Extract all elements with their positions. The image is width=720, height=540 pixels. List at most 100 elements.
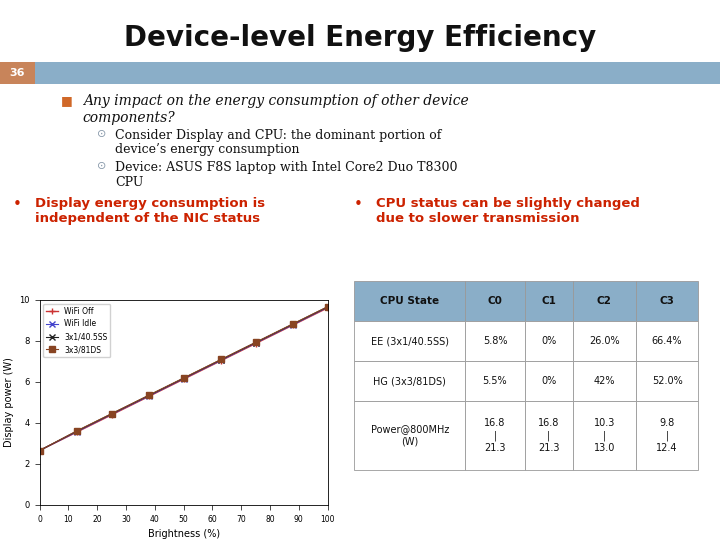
Bar [465, 321, 525, 361]
Text: EE (3x1/40.5SS): EE (3x1/40.5SS) [371, 336, 449, 346]
3x3/81DS [73, 428, 81, 434]
Bar [354, 321, 465, 361]
Text: 52.0%: 52.0% [652, 376, 683, 386]
Text: C1: C1 [541, 296, 556, 306]
Text: 10.3
|
13.0: 10.3 | 13.0 [594, 418, 615, 454]
Text: 5.8%: 5.8% [482, 336, 507, 346]
WiFi Off [35, 447, 44, 454]
Text: ⊙: ⊙ [97, 161, 107, 171]
Bar [573, 361, 636, 401]
3x3/81DS [289, 321, 297, 327]
WiFi Off [323, 305, 332, 311]
Text: independent of the NIC status: independent of the NIC status [35, 212, 260, 225]
WiFi Idle [179, 375, 188, 382]
3x3/81DS [145, 392, 153, 399]
Bar [354, 361, 465, 401]
Bar [573, 321, 636, 361]
Bar [525, 281, 573, 321]
Text: CPU State: CPU State [380, 296, 439, 306]
Text: Device-level Energy Efficiency: Device-level Energy Efficiency [124, 24, 596, 52]
Line: WiFi Off: WiFi Off [36, 305, 331, 454]
Text: 16.8
|
21.3: 16.8 | 21.3 [485, 418, 505, 454]
X-axis label: Brightness (%): Brightness (%) [148, 529, 220, 539]
Text: Power@800MHz
(W): Power@800MHz (W) [371, 424, 449, 447]
3x1/40.5SS [145, 392, 153, 399]
Text: CPU: CPU [115, 176, 143, 188]
Text: 9.8
|
12.4: 9.8 | 12.4 [657, 418, 678, 454]
WiFi Off [107, 411, 116, 418]
Text: 42%: 42% [593, 376, 615, 386]
WiFi Idle [251, 340, 260, 346]
Bar [465, 401, 525, 470]
Text: components?: components? [83, 111, 176, 125]
WiFi Idle [35, 447, 44, 454]
3x1/40.5SS [323, 303, 332, 310]
3x1/40.5SS [35, 447, 44, 454]
WiFi Idle [217, 357, 225, 363]
Text: 16.8
|
21.3: 16.8 | 21.3 [538, 418, 559, 454]
Text: Any impact on the energy consumption of other device: Any impact on the energy consumption of … [83, 94, 469, 109]
Text: •: • [354, 197, 363, 212]
Bar [354, 281, 465, 321]
3x1/40.5SS [217, 356, 225, 363]
Text: device’s energy consumption: device’s energy consumption [115, 143, 300, 156]
Text: Display energy consumption is: Display energy consumption is [35, 197, 265, 210]
WiFi Idle [107, 411, 116, 417]
Bar [636, 281, 698, 321]
Text: •: • [13, 197, 22, 212]
Text: 5.5%: 5.5% [482, 376, 508, 386]
Bar [525, 401, 573, 470]
Text: ■: ■ [61, 94, 73, 107]
Bar [636, 361, 698, 401]
3x1/40.5SS [73, 428, 81, 434]
WiFi Off [251, 340, 260, 347]
Bar [636, 401, 698, 470]
WiFi Idle [289, 321, 297, 328]
Bar [465, 361, 525, 401]
Text: 26.0%: 26.0% [589, 336, 620, 346]
Text: Device: ASUS F8S laptop with Intel Core2 Duo T8300: Device: ASUS F8S laptop with Intel Core2… [115, 161, 458, 174]
Bar [354, 401, 465, 470]
WiFi Off [179, 376, 188, 382]
3x1/40.5SS [107, 410, 116, 417]
Line: 3x1/40.5SS: 3x1/40.5SS [36, 303, 331, 454]
Bar [636, 321, 698, 361]
Text: HG (3x3/81DS): HG (3x3/81DS) [374, 376, 446, 386]
WiFi Off [289, 322, 297, 328]
Bar [525, 321, 573, 361]
3x1/40.5SS [251, 339, 260, 346]
WiFi Off [145, 393, 153, 400]
3x3/81DS [251, 339, 260, 346]
Text: due to slower transmission: due to slower transmission [376, 212, 580, 225]
3x3/81DS [107, 410, 116, 417]
Text: Consider Display and CPU: the dominant portion of: Consider Display and CPU: the dominant p… [115, 129, 441, 141]
Text: C0: C0 [487, 296, 503, 306]
Bar [573, 281, 636, 321]
Text: C3: C3 [660, 296, 675, 306]
Legend: WiFi Off, WiFi Idle, 3x1/40.5SS, 3x3/81DS: WiFi Off, WiFi Idle, 3x1/40.5SS, 3x3/81D… [43, 303, 110, 357]
3x3/81DS [179, 375, 188, 381]
WiFi Idle [73, 428, 81, 435]
WiFi Idle [145, 393, 153, 399]
Text: C2: C2 [597, 296, 612, 306]
Y-axis label: Display power (W): Display power (W) [4, 357, 14, 447]
Bar [525, 361, 573, 401]
Bar [465, 281, 525, 321]
Text: ⊙: ⊙ [97, 129, 107, 139]
Text: CPU status can be slightly changed: CPU status can be slightly changed [376, 197, 639, 210]
Text: 0%: 0% [541, 376, 557, 386]
Text: 0%: 0% [541, 336, 557, 346]
3x1/40.5SS [289, 321, 297, 327]
Line: 3x3/81DS: 3x3/81DS [37, 304, 330, 453]
WiFi Off [73, 429, 81, 435]
3x3/81DS [35, 447, 44, 454]
3x3/81DS [217, 356, 225, 363]
WiFi Idle [323, 304, 332, 310]
Bar [573, 401, 636, 470]
Line: WiFi Idle: WiFi Idle [36, 304, 331, 454]
Text: 36: 36 [9, 68, 25, 78]
3x3/81DS [323, 303, 332, 310]
3x1/40.5SS [179, 375, 188, 381]
WiFi Off [217, 357, 225, 364]
Text: 66.4%: 66.4% [652, 336, 683, 346]
